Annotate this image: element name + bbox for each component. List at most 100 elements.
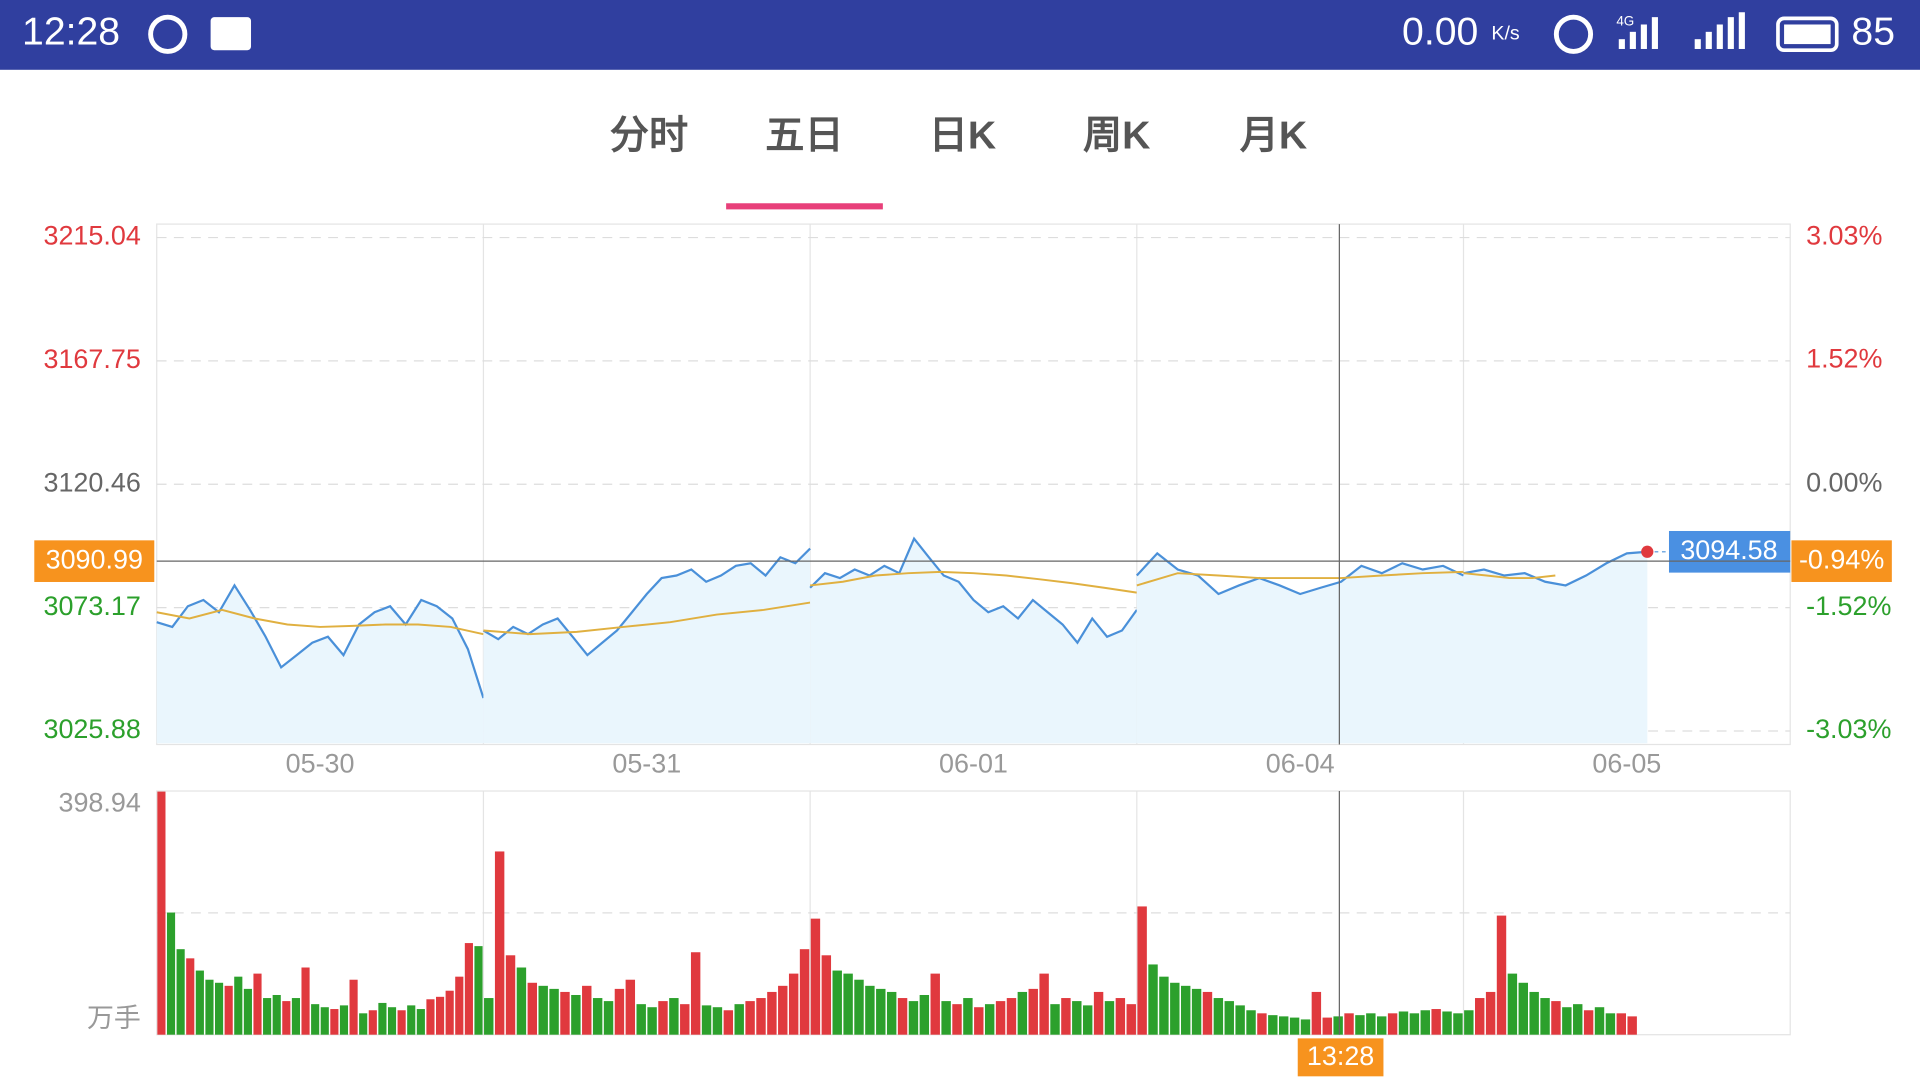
volume-bar [810,918,821,1035]
volume-bar [1191,988,1202,1035]
volume-bar [1300,1019,1311,1035]
volume-bar [1180,985,1191,1035]
y-tick-label: 3167.75 [43,344,140,374]
icon [210,17,252,51]
volume-bar [723,1010,734,1035]
volume-bar [625,979,636,1035]
volume-bar [291,998,301,1035]
volume-bar [778,985,788,1035]
volume-bar [974,1007,984,1035]
y2-tick-label: 3.03% [1806,221,1882,251]
volume-bar [1464,1010,1474,1035]
volume-bar [963,998,973,1035]
volume-bar [253,973,262,1035]
volume-bar [1355,1015,1365,1035]
volume-bar [1137,906,1147,1035]
volume-bar [1409,1013,1420,1035]
volume-bar [1028,988,1038,1035]
tab[interactable]: 日K [929,115,996,158]
average-line [156,608,484,636]
net-speed-unit: K/s [1491,22,1519,44]
volume-bar [387,1007,397,1035]
price-area [1463,551,1648,744]
volume-bar [995,1001,1006,1035]
volume-bar [484,998,494,1035]
x-tick-label: 06-01 [939,748,1008,778]
volume-bar [1115,998,1126,1035]
tab[interactable]: 分时 [610,115,688,158]
y-tick-label: 3215.04 [43,221,140,251]
volume-bar [1104,1001,1115,1035]
average-line [1463,572,1556,580]
y-tick-label: 3120.46 [43,467,140,497]
tab[interactable]: 五日 [765,115,843,158]
volume-bar [690,952,701,1035]
volume-bar [1072,1001,1082,1035]
battery-icon [1776,16,1839,53]
volume-bar [669,998,679,1035]
volume-bar [1529,991,1539,1035]
volume-bar [186,958,195,1035]
volume-bar [397,1010,406,1035]
volume-bar [1420,1010,1430,1035]
average-line [810,570,1137,594]
volume-bar [701,1005,712,1035]
volume-bar [1050,1004,1060,1035]
battery-level [1784,24,1831,45]
tab[interactable]: 月K [1240,115,1307,158]
volume-bar [745,1001,755,1035]
price-line [1463,550,1648,587]
average-line [483,601,811,636]
volume-bar [505,955,516,1035]
volume-bar [407,1005,416,1035]
volume-bar [1562,1007,1572,1035]
price-line [809,536,1138,645]
x-tick-label: 05-30 [286,748,355,778]
volume-bar [1616,1013,1626,1035]
volume-bar [1453,1013,1463,1035]
volume-bar [549,988,559,1035]
crosshair-price-box [34,540,155,582]
x-tick-label: 05-31 [612,748,681,778]
volume-bar [592,998,603,1035]
y-tick-label: 3025.88 [43,714,140,744]
y2-tick-label: 1.52% [1806,344,1882,374]
volume-bar [1377,1016,1387,1035]
volume-bar [799,949,810,1035]
volume-bar [282,1001,291,1035]
volume-bar [1017,991,1028,1035]
volume-bar [205,979,214,1035]
volume-bar [301,967,310,1035]
volume-bar [1344,1013,1354,1035]
volume-bar [647,1007,657,1035]
volume-bar [1605,1013,1616,1035]
volume-bar [1006,998,1017,1035]
volume-bar [339,1005,349,1035]
volume-bar [1507,973,1518,1035]
volume-bar [494,851,505,1035]
volume-bar [560,991,570,1035]
y2-tick-label: -3.03% [1806,714,1891,744]
volume-bar [1398,1011,1409,1035]
last-price-box [1668,530,1791,573]
volume-bar [1278,1016,1289,1035]
volume-bar [614,988,625,1035]
volume-bar [1387,1013,1398,1035]
volume-bar [1257,1013,1267,1035]
volume-bar [368,1010,377,1035]
volume-bar [195,970,204,1035]
volume-bar [1126,1004,1136,1035]
volume-bar [952,1004,962,1035]
volume-bar [1366,1013,1376,1035]
volume-bar [1583,1010,1594,1035]
tab[interactable]: 周K [1083,115,1150,158]
volume-bar [1322,1017,1332,1035]
volume-bar [445,990,454,1035]
volume-bar [214,982,224,1035]
crosshair-time-box [1297,1038,1384,1077]
volume-bar [941,1001,951,1035]
volume-bar [984,1004,995,1035]
volume-bar [582,985,592,1035]
